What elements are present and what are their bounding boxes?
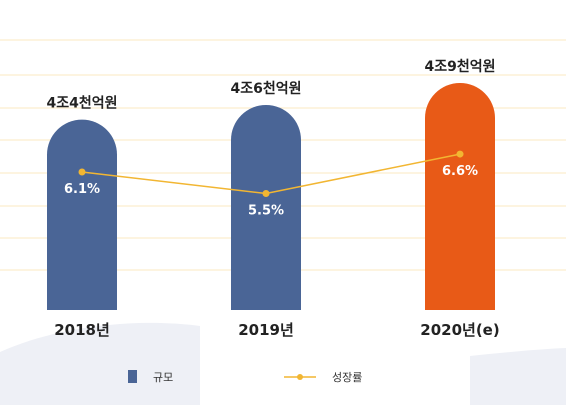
category-label-1: 2019년	[238, 321, 294, 339]
growth-rate-label-2: 6.6%	[442, 164, 478, 179]
legend-bar-swatch	[128, 370, 137, 383]
category-label-0: 2018년	[54, 321, 110, 339]
legend-line-label: 성장률	[332, 371, 362, 384]
growth-rate-label-0: 6.1%	[64, 182, 100, 197]
background-wave-right	[470, 348, 566, 405]
bar-2	[425, 83, 495, 310]
legend: 규모 성장률	[128, 370, 362, 384]
growth-point-2	[456, 150, 464, 158]
bar-1	[231, 104, 301, 310]
labels-group: 4조4천억원 2018년 4조6천억원 2019년 4조9천억원 2020년(e) 6.1%…	[46, 59, 499, 339]
bar-value-label-2: 4조9천억원	[424, 59, 495, 75]
bars-group	[47, 83, 495, 310]
background-wave-left	[0, 322, 200, 405]
legend-line-marker	[297, 374, 303, 380]
legend-bar-label: 규모	[153, 371, 173, 384]
growth-point-1	[262, 190, 270, 197]
growth-point-0	[78, 168, 86, 176]
growth-line-group	[78, 150, 464, 197]
bar-value-label-0: 4조4천억원	[46, 96, 117, 112]
category-label-2: 2020년(e)	[420, 321, 499, 339]
growth-rate-label-1: 5.5%	[248, 204, 284, 219]
bar-value-label-1: 4조6천억원	[230, 81, 301, 97]
bar-0	[47, 119, 117, 310]
